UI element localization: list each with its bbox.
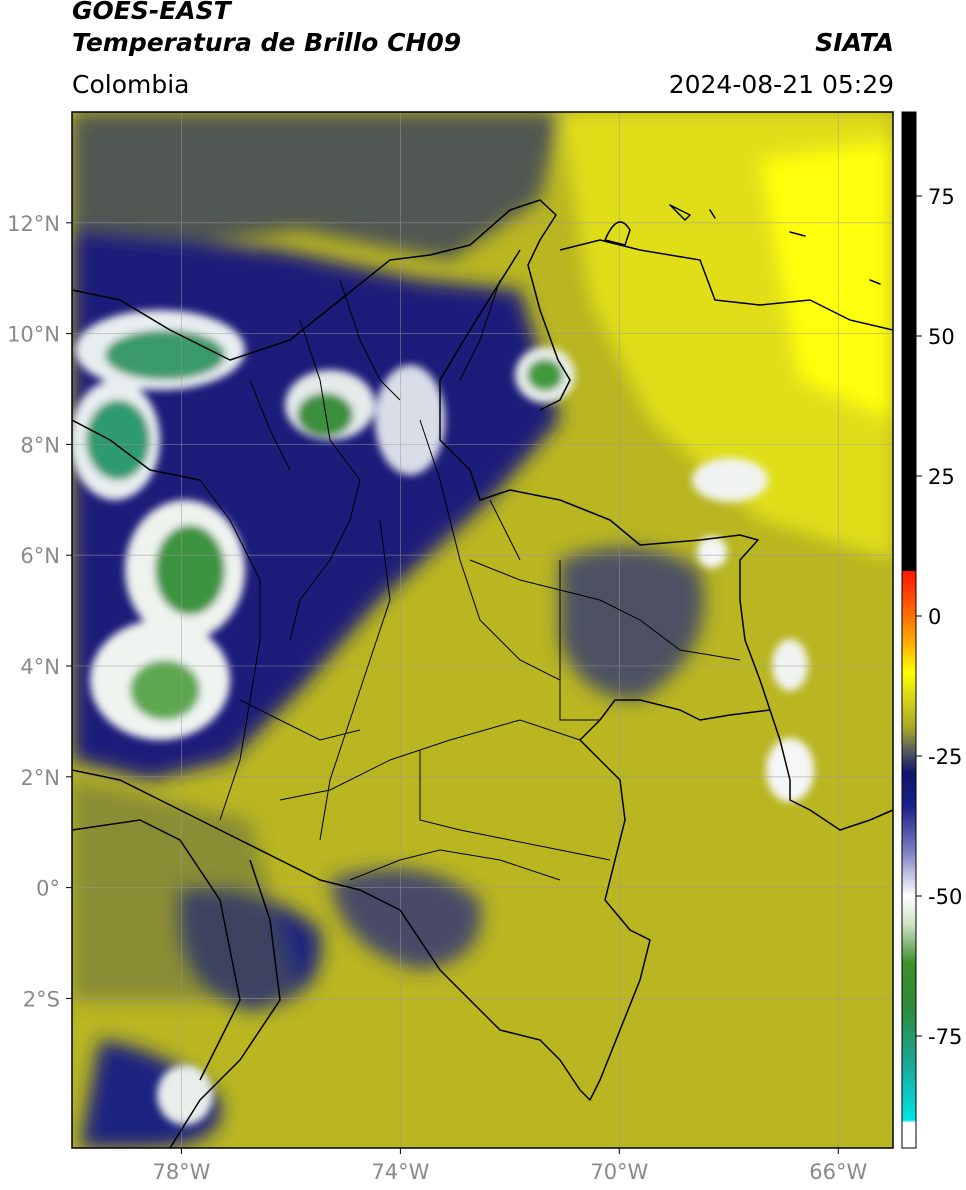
colorbar: 75 50 25 0 -25 -50 -75 (901, 111, 962, 1149)
map-area (72, 112, 893, 1148)
lat-tick-label: 10°N (7, 323, 60, 347)
lat-tick-label: 2°N (20, 766, 60, 790)
lat-tick-label: 8°N (20, 433, 60, 457)
datetime-label: 2024-08-21 05:29 (668, 70, 894, 99)
country-borders (72, 199, 893, 1148)
title-satellite: GOES-EAST (72, 0, 231, 25)
colorbar-tick-label: 50 (928, 325, 955, 349)
colorbar-tick-label: 25 (928, 465, 955, 489)
coastline-venezuela (559, 239, 893, 331)
graticule (72, 112, 893, 1148)
brand-label: SIATA (815, 28, 894, 57)
coastline-caribbean (72, 199, 571, 411)
colorbar-tick-label: 0 (928, 605, 941, 629)
border-panama (72, 419, 201, 481)
map-frame (71, 111, 894, 1149)
lon-tick-label: 70°W (590, 1160, 648, 1184)
latitude-ticks: 12°N 10°N 8°N 6°N 4°N 2°N 0° 2°S (7, 212, 72, 1011)
lat-tick-label: 4°N (20, 655, 60, 679)
convective-cores (72, 310, 814, 1125)
lon-tick-label: 78°W (152, 1160, 210, 1184)
colorbar-fill (902, 112, 916, 1148)
lon-tick-label: 66°W (809, 1160, 867, 1184)
border-colombia-brazil (579, 699, 771, 1101)
colorbar-tick-label: -75 (928, 1025, 962, 1049)
colorbar-ticks: 75 50 25 0 -25 -50 -75 (916, 185, 962, 1049)
lat-tick-label: 2°S (23, 987, 60, 1011)
colorbar-frame (901, 111, 917, 1149)
region-label: Colombia (72, 70, 190, 99)
lat-tick-label: 6°N (20, 544, 60, 568)
colorbar-tick-label: 75 (928, 185, 955, 209)
department-borders (199, 279, 741, 881)
colorbar-tick-label: -50 (928, 885, 962, 909)
title-product: Temperatura de Brillo CH09 (72, 28, 462, 57)
border-colombia-venezuela (439, 249, 893, 831)
lat-tick-label: 12°N (7, 212, 60, 236)
colorbar-tick-label: -25 (928, 745, 962, 769)
longitude-ticks: 78°W 74°W 70°W 66°W (152, 1148, 867, 1184)
lat-tick-label: 0° (36, 877, 60, 901)
border-colombia-peru-ecuador (72, 769, 581, 1091)
coast-lower (72, 819, 241, 1081)
islands (604, 204, 881, 285)
border-peru-ecuador (169, 859, 281, 1148)
lon-tick-label: 74°W (371, 1160, 429, 1184)
